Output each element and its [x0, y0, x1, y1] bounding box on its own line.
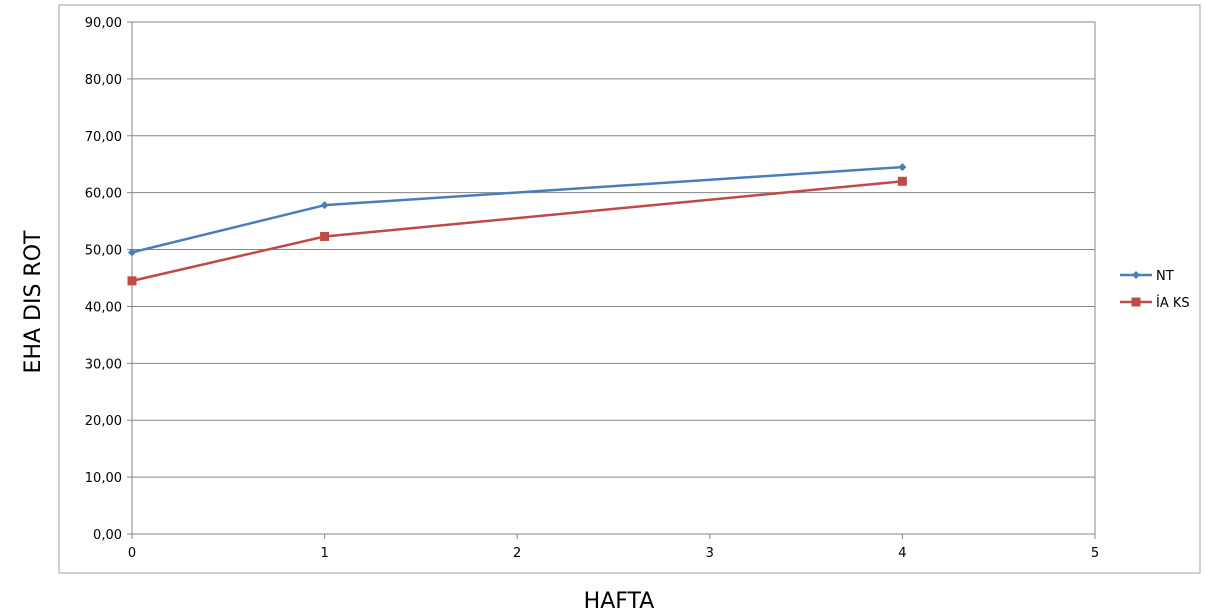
legend-item: İA KS — [1120, 295, 1190, 311]
y-tick-label: 50,00 — [85, 244, 122, 259]
data-point — [898, 163, 907, 172]
x-tick-label: 4 — [898, 546, 906, 561]
data-point — [127, 276, 137, 286]
x-axis-title: HAFTA — [584, 589, 655, 614]
legend-item: NT — [1120, 269, 1174, 284]
y-tick-label: 90,00 — [85, 16, 122, 31]
y-tick-label: 30,00 — [85, 357, 122, 372]
y-axis-ticks: 0,00 10,00 20,00 30,00 40,00 50,00 60,00 70,00 8… — [85, 16, 132, 543]
y-tick-label: 80,00 — [85, 73, 122, 88]
x-tick-label: 5 — [1091, 546, 1099, 561]
y-tick-label: 60,00 — [85, 187, 122, 202]
gridlines — [132, 78, 1095, 478]
y-tick-label: 40,00 — [85, 300, 122, 315]
data-point — [320, 201, 329, 210]
y-tick-label: 20,00 — [85, 414, 122, 429]
legend-marker — [1132, 271, 1140, 279]
y-tick-label: 70,00 — [85, 130, 122, 145]
data-point — [128, 248, 136, 257]
y-tick-label: 0,00 — [93, 528, 122, 543]
legend: NT İA KS — [1120, 269, 1190, 311]
legend-marker — [1131, 297, 1141, 307]
x-axis-ticks: 0 1 2 3 4 5 — [128, 534, 1099, 561]
x-tick-label: 3 — [706, 546, 714, 561]
y-tick-label: 10,00 — [85, 471, 122, 486]
data-point — [320, 231, 330, 241]
series-layer — [127, 163, 907, 286]
x-tick-label: 2 — [513, 546, 521, 561]
series-2 — [127, 176, 907, 286]
chart-area-border — [58, 4, 1201, 574]
legend-label: NT — [1156, 269, 1174, 284]
data-point — [897, 176, 907, 186]
x-tick-label: 0 — [128, 546, 136, 561]
y-axis-title: EHA DIS ROT — [21, 230, 46, 373]
legend-label: İA KS — [1156, 295, 1190, 311]
series-1 — [128, 163, 907, 257]
x-tick-label: 1 — [320, 546, 328, 561]
